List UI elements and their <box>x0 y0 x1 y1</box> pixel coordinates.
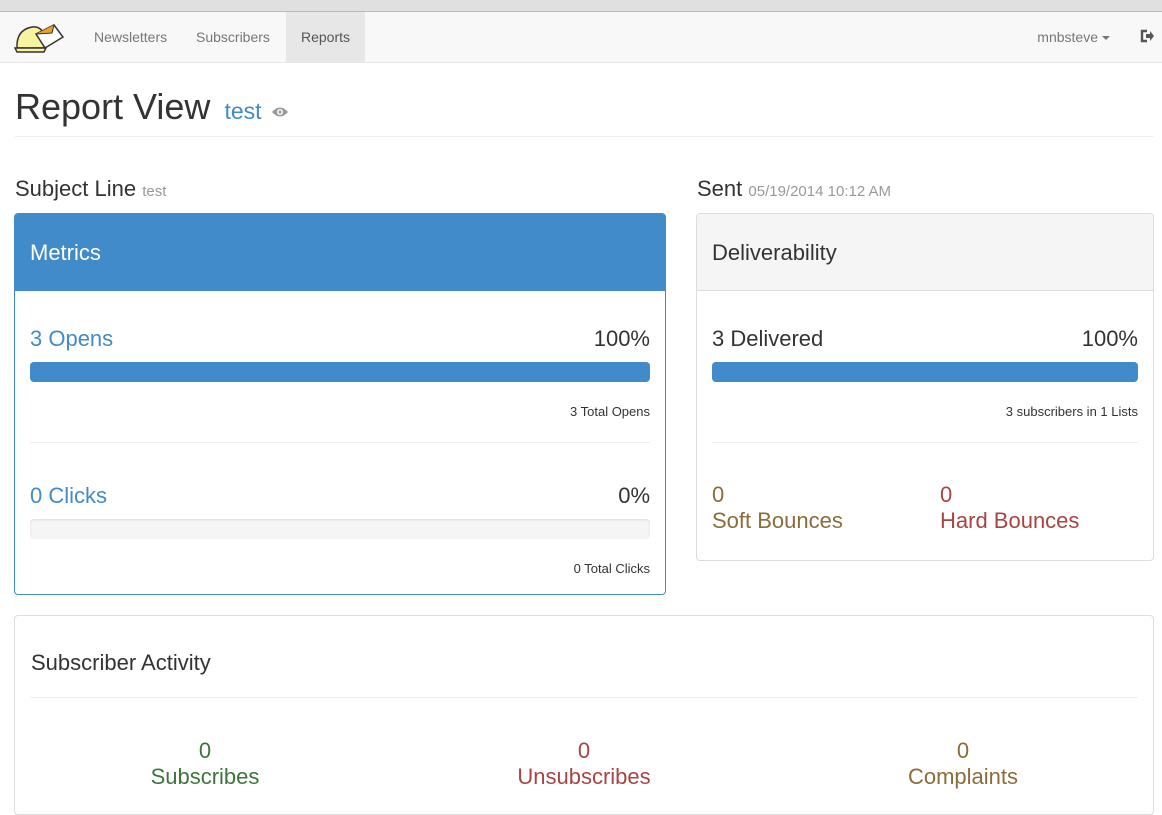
delivered-note: 3 subscribers in 1 Lists <box>1005 404 1138 419</box>
subject-value: test <box>142 183 167 200</box>
activity-title: Subscriber Activity <box>31 650 211 675</box>
subject-line: Subject Line test <box>15 176 166 202</box>
nav-subscribers[interactable]: Subscribers <box>196 29 270 45</box>
clicks-percent: 0% <box>618 483 650 508</box>
delivered-percent: 100% <box>1081 326 1138 351</box>
hard-bounces-count: 0 <box>940 482 953 507</box>
deliverability-panel: Deliverability 3 Delivered 100% 3 subscri… <box>696 213 1154 561</box>
opens-link[interactable]: 3 Opens <box>30 326 114 351</box>
opens-progress <box>30 362 650 382</box>
page-title: Report View test <box>15 86 288 128</box>
clicks-link[interactable]: 0 Clicks <box>30 483 108 508</box>
divider <box>30 442 650 443</box>
soft-bounces: 0 Soft Bounces <box>712 482 843 534</box>
unsubscribes-stat: 0 Unsubscribes <box>434 738 734 790</box>
browser-strip <box>0 0 1162 12</box>
navbar: Newsletters Subscribers Reports mnbsteve <box>0 12 1162 63</box>
soft-bounces-count: 0 <box>712 482 725 507</box>
delivered-progress <box>712 362 1138 382</box>
nav-reports[interactable]: Reports <box>286 12 366 62</box>
divider <box>712 442 1138 443</box>
opens-percent: 100% <box>593 326 650 351</box>
title-text: Report View <box>15 86 211 127</box>
logo-icon[interactable] <box>14 22 64 54</box>
delivered-count: 3 Delivered <box>712 326 824 351</box>
subscribes-count: 0 <box>198 738 212 763</box>
subscribes-stat: 0 Subscribes <box>55 738 355 790</box>
delivered-progress-fill <box>712 362 1138 382</box>
caret-down-icon <box>1102 36 1110 41</box>
metrics-panel: Metrics 3 Opens 100% 3 Total Opens 0 Clic… <box>14 213 666 595</box>
deliverability-title: Deliverability <box>697 214 1153 291</box>
divider <box>30 697 1138 698</box>
user-menu[interactable]: mnbsteve <box>1037 12 1110 62</box>
soft-bounces-label: Soft Bounces <box>712 508 843 533</box>
opens-note: 3 Total Opens <box>570 404 650 419</box>
logout-icon[interactable] <box>1140 29 1154 43</box>
username: mnbsteve <box>1037 29 1098 45</box>
metrics-title: Metrics <box>15 214 665 291</box>
sent-label: Sent <box>697 176 743 201</box>
subject-label: Subject Line <box>15 176 137 201</box>
nav-newsletters[interactable]: Newsletters <box>94 29 168 45</box>
clicks-note: 0 Total Clicks <box>573 561 650 576</box>
opens-progress-fill <box>30 362 650 382</box>
hard-bounces: 0 Hard Bounces <box>940 482 1079 534</box>
hard-bounces-label: Hard Bounces <box>940 508 1080 533</box>
campaign-name-link[interactable]: test <box>224 98 262 124</box>
unsubscribes-count: 0 <box>577 738 591 763</box>
sent-info: Sent 05/19/2014 10:12 AM <box>697 176 891 202</box>
divider <box>15 136 1154 137</box>
clicks-progress <box>30 519 650 539</box>
subscribes-label: Subscribes <box>150 764 260 789</box>
eye-icon[interactable] <box>271 106 288 118</box>
complaints-label: Complaints <box>907 764 1019 789</box>
unsubscribes-label: Unsubscribes <box>517 764 651 789</box>
complaints-stat: 0 Complaints <box>813 738 1113 790</box>
subscriber-activity-panel: Subscriber Activity 0 Subscribes 0 Unsubsc… <box>14 615 1154 815</box>
sent-value: 05/19/2014 10:12 AM <box>748 183 892 200</box>
complaints-count: 0 <box>956 738 970 763</box>
